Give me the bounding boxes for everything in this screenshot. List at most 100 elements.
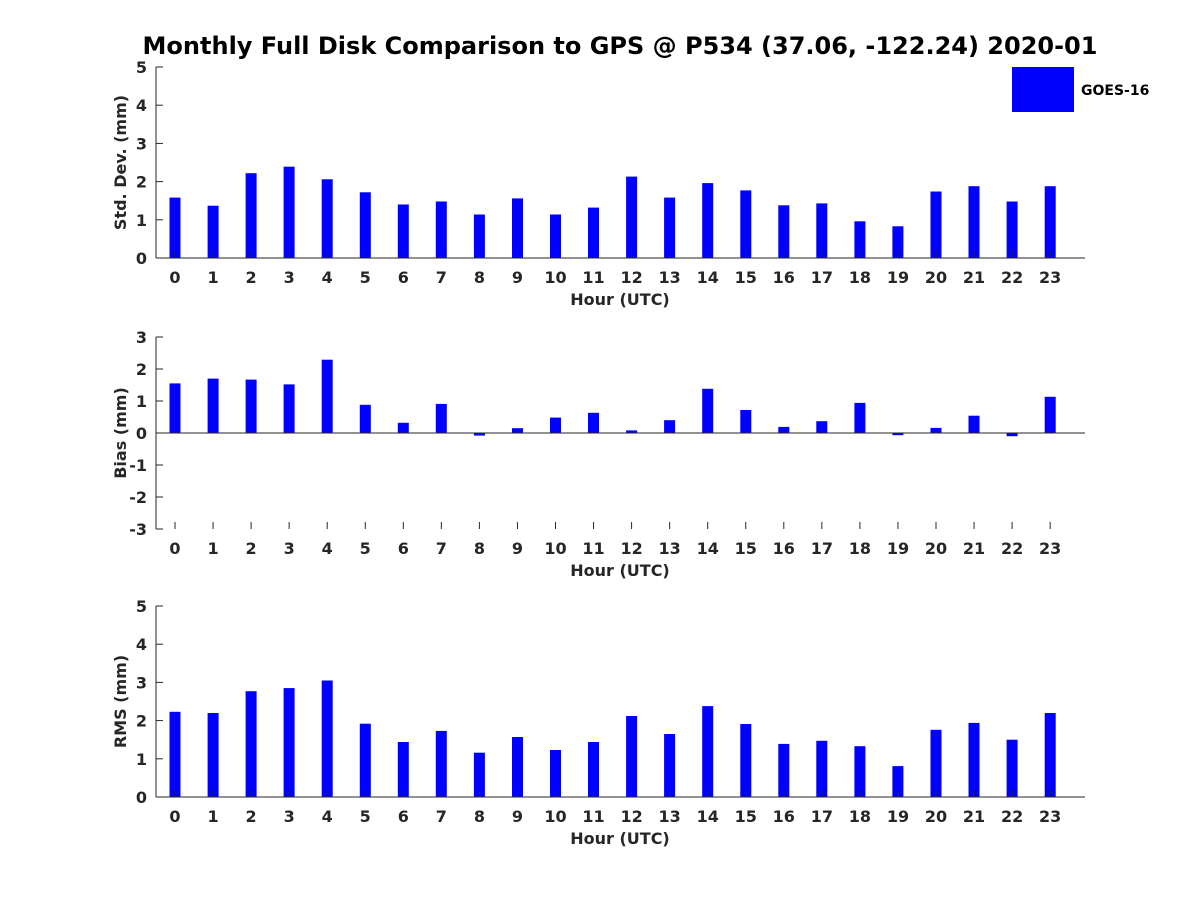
x-tick-label: 22 <box>1001 539 1023 558</box>
y-axis-label: Std. Dev. (mm) <box>111 95 130 230</box>
bar-hour-3 <box>283 166 295 258</box>
bar-hour-18 <box>854 402 866 433</box>
x-tick-label: 9 <box>512 268 523 287</box>
x-tick-label: 2 <box>246 539 257 558</box>
bar-hour-3 <box>283 688 295 797</box>
y-tick-label: 4 <box>136 96 147 115</box>
x-tick-label: 17 <box>811 539 833 558</box>
x-tick-label: 22 <box>1001 807 1023 826</box>
x-tick-label: 21 <box>963 807 985 826</box>
x-tick-label: 6 <box>398 539 409 558</box>
bar-hour-6 <box>397 422 409 433</box>
x-tick-label: 9 <box>512 539 523 558</box>
x-tick-label: 5 <box>360 539 371 558</box>
x-tick-label: 0 <box>169 539 180 558</box>
x-tick-label: 13 <box>659 268 681 287</box>
legend: GOES-16 <box>1012 67 1149 112</box>
x-tick-label: 20 <box>925 807 947 826</box>
x-tick-label: 12 <box>620 268 642 287</box>
x-tick-label: 10 <box>544 539 566 558</box>
x-tick-label: 20 <box>925 268 947 287</box>
bar-hour-4 <box>321 680 333 797</box>
bar-hour-22 <box>1006 433 1018 437</box>
x-tick-label: 20 <box>925 539 947 558</box>
bar-hour-16 <box>778 426 790 433</box>
bar-hour-18 <box>854 746 866 797</box>
x-tick-label: 6 <box>398 807 409 826</box>
x-tick-label: 19 <box>887 268 909 287</box>
bar-hour-14 <box>702 388 714 433</box>
bar-hour-22 <box>1006 201 1018 258</box>
x-tick-label: 18 <box>849 268 871 287</box>
bar-hour-9 <box>512 198 523 258</box>
bar-hour-1 <box>207 378 219 433</box>
x-axis-label: Hour (UTC) <box>570 829 670 848</box>
bar-hour-5 <box>359 404 371 433</box>
y-tick-label: 1 <box>136 750 147 769</box>
y-tick-label: 3 <box>136 134 147 153</box>
bar-hour-23 <box>1044 186 1056 258</box>
bar-hour-17 <box>816 740 828 797</box>
x-axis-label: Hour (UTC) <box>570 561 670 580</box>
x-tick-label: 16 <box>773 807 795 826</box>
bar-hour-10 <box>550 214 561 258</box>
bar-hour-20 <box>930 191 942 258</box>
bar-hour-21 <box>968 186 980 258</box>
bar-hour-2 <box>245 173 257 258</box>
x-tick-label: 14 <box>697 268 719 287</box>
x-tick-label: 4 <box>322 268 333 287</box>
bar-hour-16 <box>778 743 790 797</box>
bar-hour-0 <box>169 383 181 433</box>
x-tick-label: 17 <box>811 268 833 287</box>
bar-hour-22 <box>1006 739 1018 797</box>
bar-hour-16 <box>778 205 790 258</box>
bar-hour-0 <box>169 711 181 797</box>
bar-hour-23 <box>1044 713 1056 797</box>
bar-hour-12 <box>626 430 638 433</box>
bar-hour-17 <box>816 203 828 258</box>
x-tick-label: 7 <box>436 268 447 287</box>
x-tick-label: 10 <box>544 807 566 826</box>
y-tick-label: 3 <box>136 328 147 347</box>
x-tick-label: 11 <box>582 539 604 558</box>
x-tick-label: 12 <box>620 807 642 826</box>
y-tick-label: -3 <box>129 520 147 539</box>
x-tick-label: 15 <box>735 807 757 826</box>
bar-hour-6 <box>397 204 409 258</box>
bar-hour-14 <box>702 706 714 797</box>
bar-hour-8 <box>473 752 485 797</box>
x-tick-label: 14 <box>697 539 719 558</box>
x-tick-label: 0 <box>169 807 180 826</box>
bar-hour-0 <box>169 197 181 258</box>
x-tick-label: 8 <box>474 539 485 558</box>
bar-hour-14 <box>702 183 714 258</box>
bar-hour-13 <box>664 420 676 433</box>
legend-label-goes-16: GOES-16 <box>1081 83 1149 99</box>
legend-swatch-goes-16 <box>1012 67 1074 112</box>
x-tick-label: 9 <box>512 807 523 826</box>
x-tick-label: 14 <box>697 807 719 826</box>
bar-hour-7 <box>435 730 447 797</box>
bar-hour-8 <box>473 214 485 258</box>
x-tick-label: 11 <box>582 807 604 826</box>
x-tick-label: 12 <box>620 539 642 558</box>
x-tick-label: 23 <box>1039 268 1061 287</box>
x-tick-label: 21 <box>963 268 985 287</box>
x-tick-label: 3 <box>284 807 295 826</box>
bar-hour-15 <box>740 724 752 797</box>
x-tick-label: 17 <box>811 807 833 826</box>
bar-hour-2 <box>245 691 257 797</box>
x-tick-label: 8 <box>474 268 485 287</box>
y-tick-label: 0 <box>136 788 147 807</box>
x-tick-label: 3 <box>284 539 295 558</box>
x-tick-label: 19 <box>887 539 909 558</box>
x-tick-label: 15 <box>735 268 757 287</box>
x-tick-label: 1 <box>207 807 218 826</box>
x-tick-label: 6 <box>398 268 409 287</box>
x-tick-label: 19 <box>887 807 909 826</box>
x-tick-label: 3 <box>284 268 295 287</box>
x-axis-label: Hour (UTC) <box>570 290 670 309</box>
